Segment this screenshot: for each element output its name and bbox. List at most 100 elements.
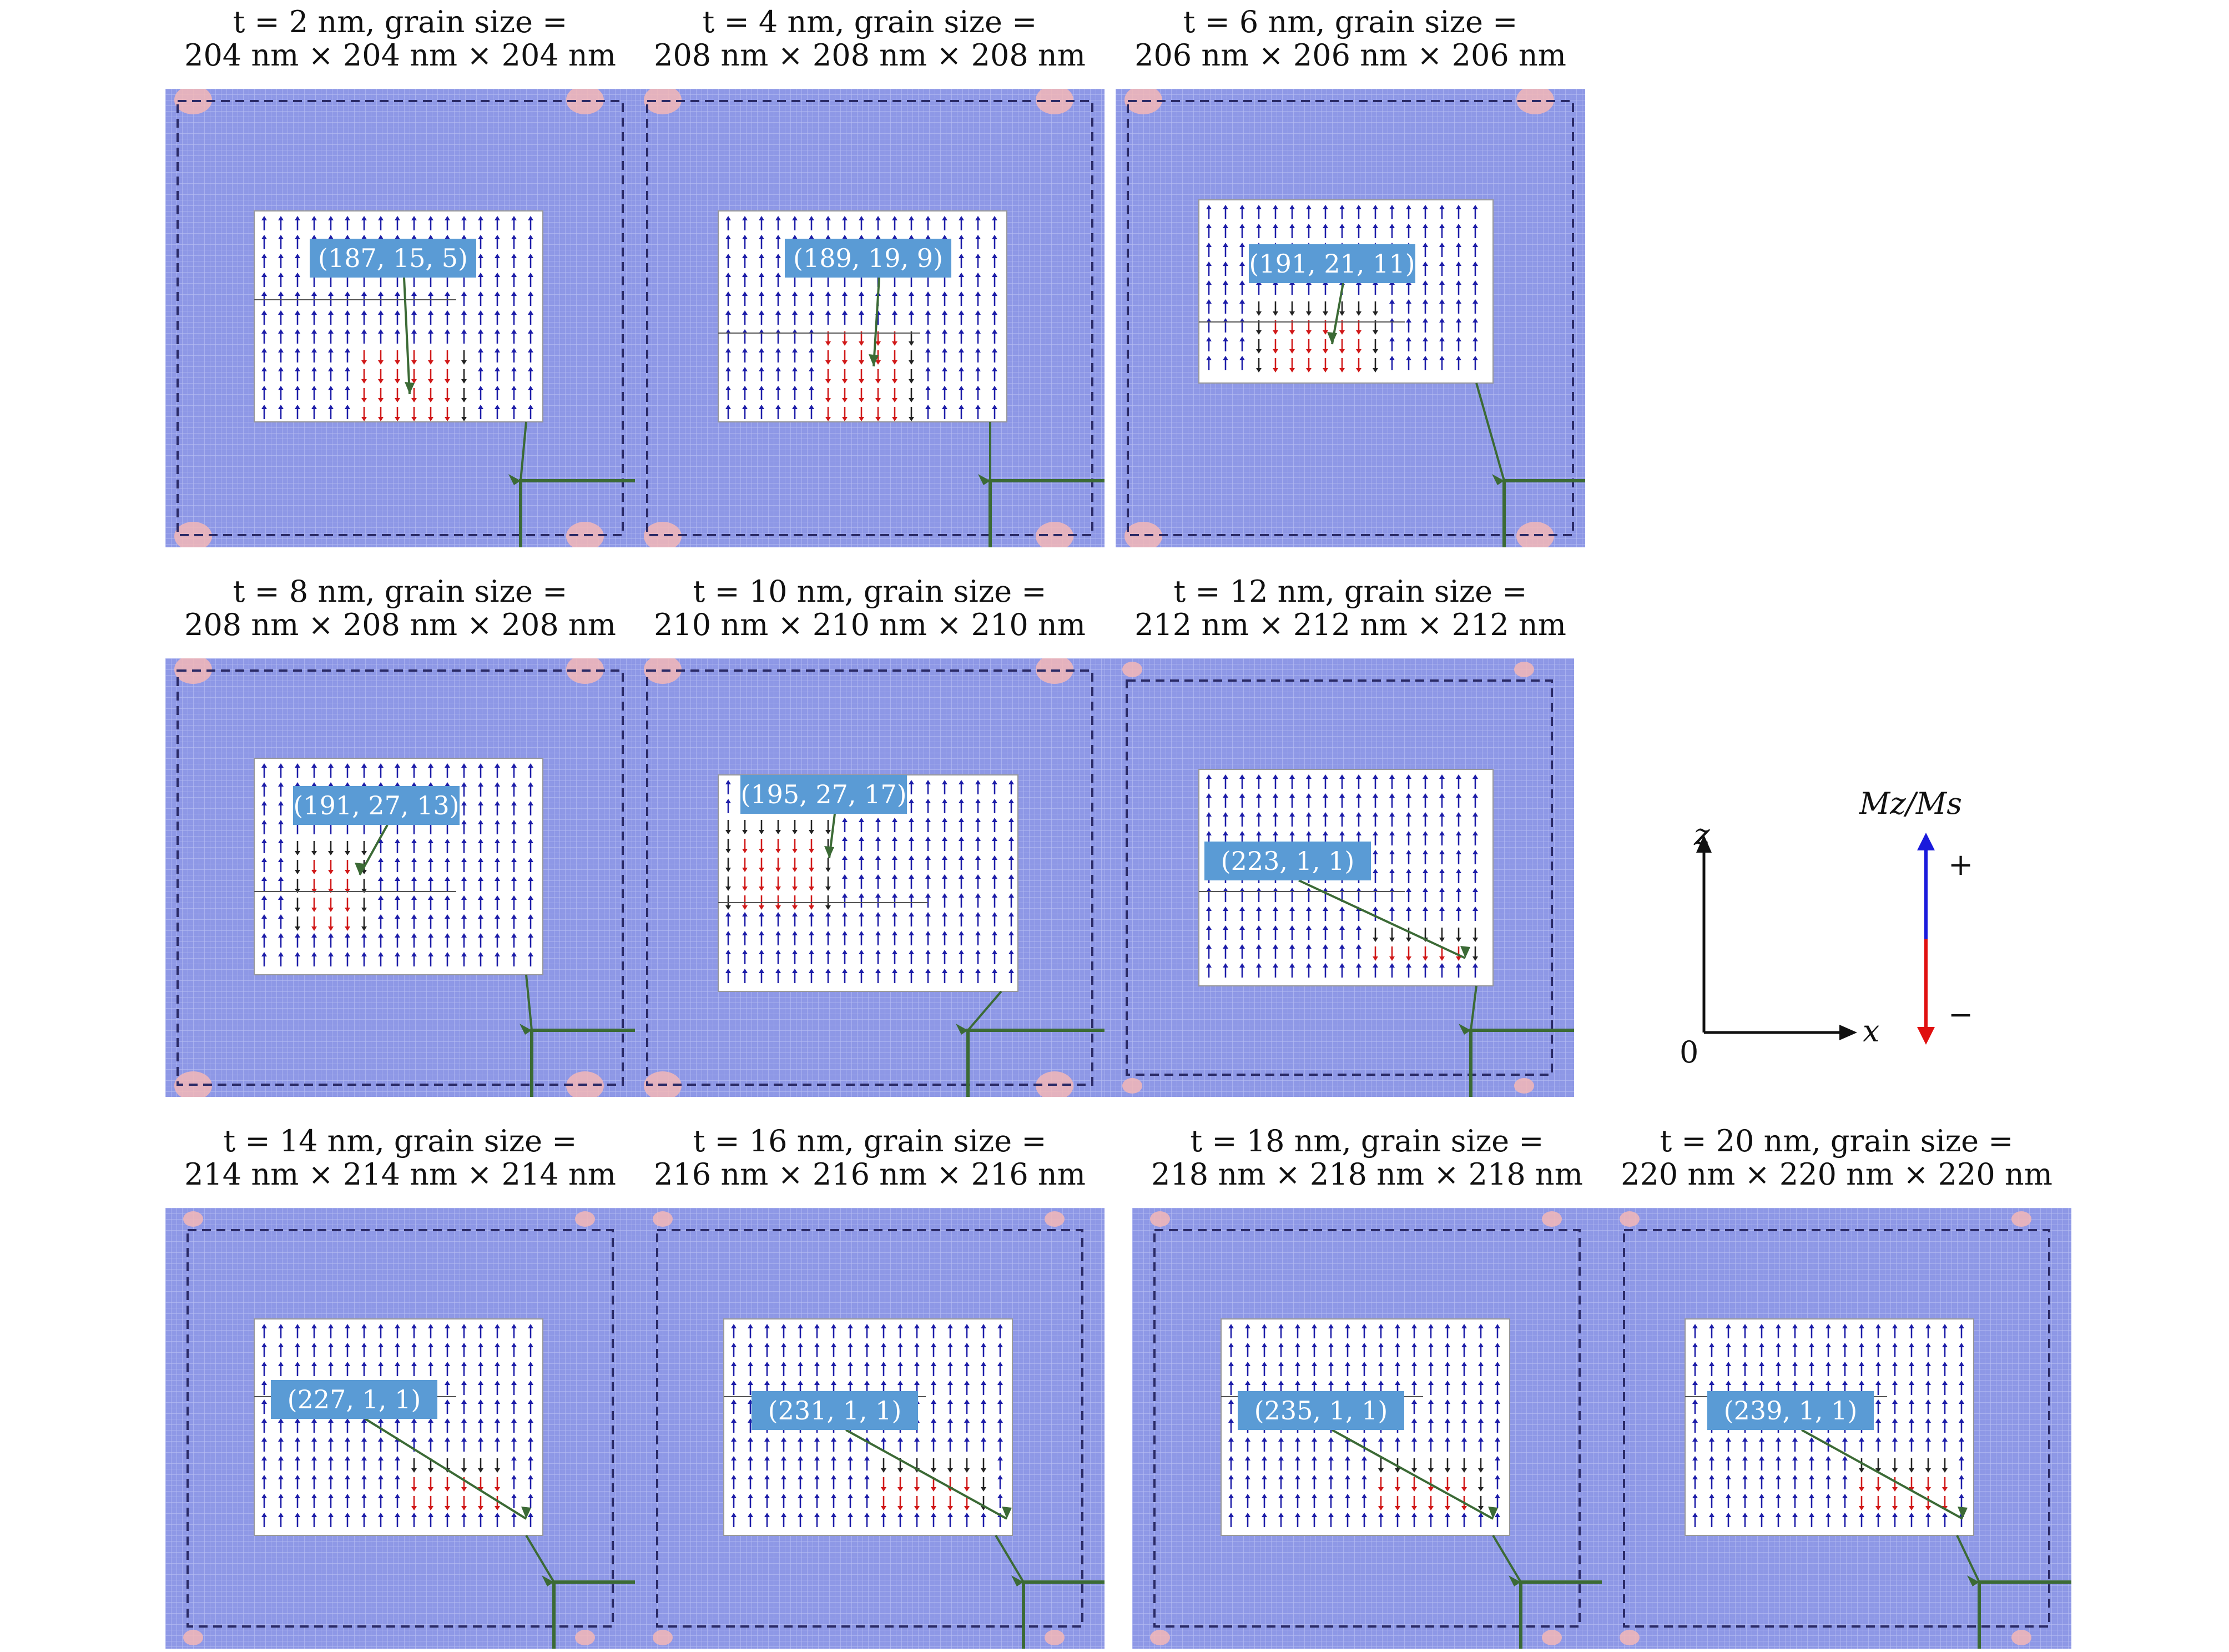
vector-head	[261, 895, 267, 900]
vector-head	[897, 1487, 903, 1492]
vector-head	[1423, 956, 1428, 961]
vector-head	[378, 216, 384, 220]
vector-head	[842, 379, 848, 384]
vector-head	[1339, 368, 1345, 372]
vector-head	[742, 868, 748, 872]
vector-head	[1909, 1362, 1914, 1366]
vector-head	[295, 782, 300, 787]
grain-junction	[552, 1580, 635, 1649]
vector-head	[748, 1513, 753, 1517]
vector-head	[478, 1399, 483, 1404]
vector-head	[997, 1381, 1003, 1385]
vector-head	[1223, 299, 1228, 304]
vector-head	[1759, 1343, 1764, 1347]
vector-head	[1373, 224, 1378, 228]
vector-head	[1825, 1513, 1831, 1517]
vector-head	[1345, 1456, 1350, 1460]
zoom-pointer-head	[1492, 474, 1504, 485]
vector-head	[1273, 368, 1278, 372]
vector-head	[1345, 1513, 1350, 1517]
vector-head	[892, 310, 897, 315]
vector-head	[809, 950, 814, 954]
vector-head	[759, 887, 764, 891]
vector-head	[1428, 1324, 1434, 1328]
coordinate-label: (231, 1, 1)	[768, 1396, 902, 1426]
vector-head	[859, 931, 864, 935]
vector-head	[759, 849, 764, 853]
vector-head	[997, 1418, 1003, 1423]
vector-head	[1406, 337, 1411, 341]
grain-corner-blob	[1514, 662, 1534, 677]
vector-head	[311, 1475, 317, 1479]
grain-corner-blob	[1045, 1211, 1065, 1227]
vector-head	[478, 839, 483, 843]
grain-corner-blob	[1620, 1630, 1640, 1645]
vector-head	[842, 931, 848, 935]
vector-head	[775, 969, 781, 973]
vector-head	[1239, 261, 1245, 266]
vector-head	[975, 386, 981, 390]
vector-head	[1456, 888, 1461, 892]
vector-head	[964, 1362, 970, 1366]
vector-head	[345, 1456, 350, 1460]
vector-head	[825, 868, 831, 872]
vector-head	[1389, 337, 1395, 341]
vector-head	[859, 837, 864, 841]
vector-head	[975, 874, 981, 879]
vector-head	[859, 216, 864, 220]
vector-head	[395, 398, 400, 402]
vector-head	[859, 341, 864, 346]
vector-head	[361, 763, 367, 768]
vector-head	[395, 1494, 400, 1498]
vector-head	[428, 1437, 433, 1442]
vector-head	[1456, 280, 1461, 285]
vector-head	[395, 877, 400, 881]
vector-head	[345, 952, 350, 956]
vector-head	[1295, 1475, 1300, 1479]
vector-head	[925, 780, 931, 784]
vector-head	[931, 1437, 936, 1442]
vector-head	[1245, 1362, 1250, 1366]
vector-head	[361, 933, 367, 938]
vector-head	[1892, 1513, 1898, 1517]
vector-head	[461, 1437, 467, 1442]
vector-head	[725, 780, 731, 784]
vector-head	[781, 1381, 786, 1385]
vector-head	[981, 1418, 986, 1423]
vector-head	[1206, 337, 1212, 341]
vector-head	[764, 1381, 770, 1385]
vector-head	[1008, 799, 1014, 803]
vector-head	[445, 782, 450, 787]
vector-head	[1825, 1381, 1831, 1385]
vector-head	[775, 868, 781, 872]
vector-head	[445, 763, 450, 768]
coordinate-label: (239, 1, 1)	[1724, 1396, 1858, 1426]
vector-head	[311, 1437, 317, 1442]
vector-head	[931, 1487, 936, 1492]
vector-head	[781, 1513, 786, 1517]
caption-p9-line2: 218 nm × 218 nm × 218 nm	[1151, 1157, 1583, 1192]
vector-head	[1423, 356, 1428, 360]
vector-head	[1461, 1399, 1467, 1404]
vector-head	[1709, 1343, 1714, 1347]
vector-head	[461, 329, 467, 334]
vector-head	[511, 1456, 517, 1460]
vector-head	[798, 1437, 803, 1442]
vector-head	[925, 893, 931, 898]
vector-head	[992, 329, 997, 334]
zoom-pointer-head	[1011, 1575, 1023, 1586]
vector-head	[1289, 205, 1295, 209]
vector-head	[992, 780, 997, 784]
vector-head	[1206, 356, 1212, 360]
vector-head	[1478, 1343, 1484, 1347]
vector-head	[809, 291, 814, 296]
vector-head	[925, 931, 931, 935]
vector-head	[764, 1456, 770, 1460]
vector-head	[311, 908, 317, 912]
vector-head	[1792, 1475, 1798, 1479]
vector-head	[461, 933, 467, 938]
vector-head	[848, 1343, 853, 1347]
vector-head	[975, 216, 981, 220]
vector-head	[792, 887, 798, 891]
vector-head	[411, 858, 417, 862]
